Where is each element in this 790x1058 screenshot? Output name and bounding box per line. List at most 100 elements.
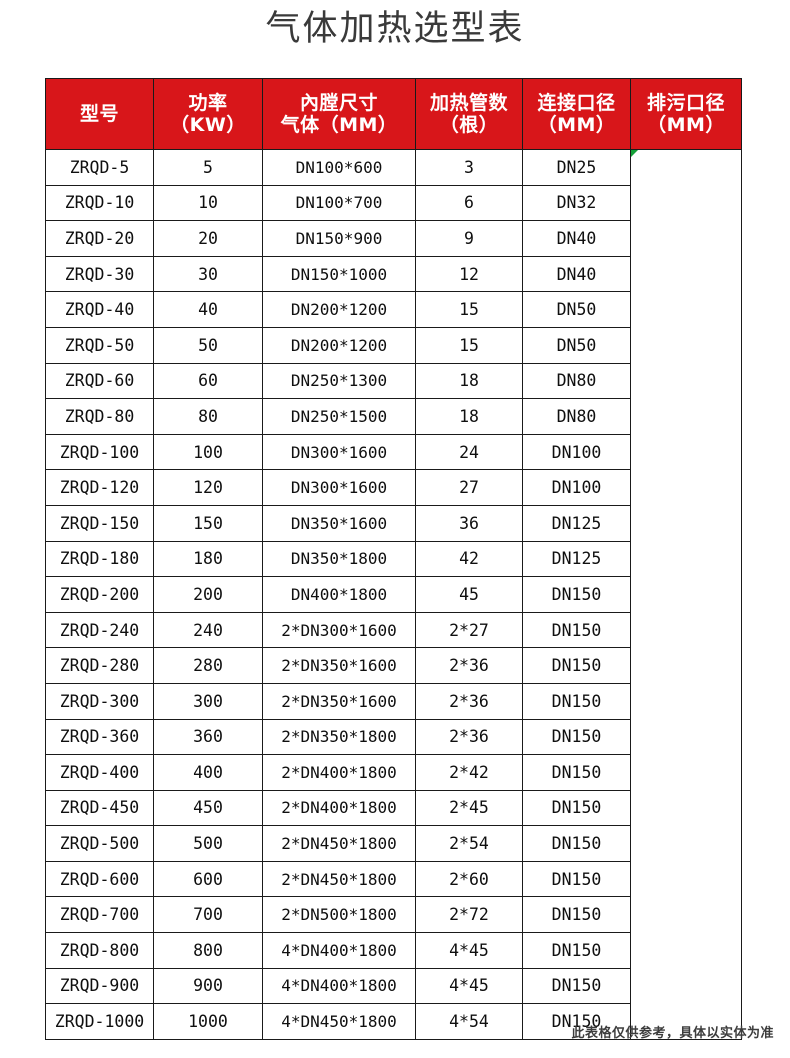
cell-cavity: DN350*1600 [262,504,416,542]
cell-connect: DN40 [522,220,631,257]
cell-tubes: 4*45 [415,932,523,969]
cell-power: 400 [153,754,263,791]
spec-table-container: 型号 功率 （KW） 內膛尺寸 气体（MM） 加热管数 （根） 连接口径 （MM… [45,78,742,1040]
table-row: ZRQD-20 20 DN150*900 9 DN40 [45,220,742,257]
cell-connect: DN150 [522,825,631,862]
table-row: ZRQD-50 50 DN200*1200 15 DN50 [45,326,742,364]
cell-cavity: 4*DN400*1800 [262,967,416,1005]
cell-model: ZRQD-500 [45,825,154,862]
cell-cavity: 2*DN350*1800 [262,718,416,756]
cell-connect: DN25 [522,149,631,186]
cell-connect: DN150 [522,754,631,791]
cell-cavity: DN250*1300 [262,362,416,400]
cell-connect: DN100 [522,433,631,471]
cell-power: 280 [153,647,263,684]
cell-tubes: 2*36 [415,647,523,684]
cell-model: ZRQD-450 [45,789,154,827]
cell-model: ZRQD-120 [45,469,154,506]
cell-tubes: 6 [415,184,523,222]
cell-power: 180 [153,540,263,578]
cell-tubes: 15 [415,291,523,328]
table-row: ZRQD-40 40 DN200*1200 15 DN50 [45,291,742,328]
cell-cavity: DN400*1800 [262,576,416,613]
cell-tubes: 4*54 [415,1003,523,1040]
table-row: ZRQD-100 100 DN300*1600 24 DN100 [45,433,742,471]
column-header-power-line2: （KW） [170,114,246,136]
cell-power: 900 [153,967,263,1005]
cell-power: 360 [153,718,263,756]
cell-power: 800 [153,932,263,969]
cell-connect: DN32 [522,184,631,222]
table-row: ZRQD-800 800 4*DN400*1800 4*45 DN150 [45,932,742,969]
cell-cavity: DN300*1600 [262,469,416,506]
table-row: ZRQD-1000 1000 4*DN450*1800 4*54 DN150 [45,1003,742,1040]
cell-connect: DN50 [522,291,631,328]
column-header-model-line1: 型号 [79,102,119,125]
cell-tubes: 12 [415,255,523,293]
cell-tubes: 24 [415,433,523,471]
cell-power: 5 [153,149,263,186]
cell-cavity: 2*DN450*1800 [262,825,416,862]
cell-model: ZRQD-1000 [45,1003,154,1040]
cell-tubes: 3 [415,149,523,186]
cell-connect: DN150 [522,576,631,613]
table-row: ZRQD-10 10 DN100*700 6 DN32 [45,184,742,222]
cell-connect: DN40 [522,255,631,293]
cell-connect: DN150 [522,932,631,969]
cell-cavity: 2*DN500*1800 [262,896,416,934]
table-row: ZRQD-400 400 2*DN400*1800 2*42 DN150 [45,754,742,791]
table-header: 型号 功率 （KW） 內膛尺寸 气体（MM） 加热管数 （根） 连接口径 （MM… [45,78,742,150]
column-header-model: 型号 [45,78,154,150]
table-row: ZRQD-200 200 DN400*1800 45 DN150 [45,576,742,613]
cell-tubes: 27 [415,469,523,506]
cell-power: 450 [153,789,263,827]
column-header-power: 功率 （KW） [153,78,263,150]
cell-cavity: DN150*900 [262,220,416,257]
table-row: ZRQD-60 60 DN250*1300 18 DN80 [45,362,742,400]
cell-cavity: 2*DN400*1800 [262,789,416,827]
page-title: 气体加热选型表 [265,9,525,49]
column-header-tube-count-line2: （根） [439,114,499,136]
cell-power: 50 [153,326,263,364]
cell-cavity: 2*DN450*1800 [262,860,416,898]
cell-power: 30 [153,255,263,293]
cell-connect: DN150 [522,682,631,720]
cell-connect: DN80 [522,362,631,400]
cell-tubes: 18 [415,398,523,435]
cell-power: 600 [153,860,263,898]
cell-cavity: DN150*1000 [262,255,416,293]
cell-model: ZRQD-180 [45,540,154,578]
table-row: ZRQD-120 120 DN300*1600 27 DN100 [45,469,742,506]
cell-tubes: 4*45 [415,967,523,1005]
cell-tubes: 2*36 [415,682,523,720]
column-header-cavity-size-line2: 气体（MM） [280,114,398,136]
column-header-power-line1: 功率 [188,91,228,114]
cell-connect: DN150 [522,789,631,827]
cell-power: 20 [153,220,263,257]
cell-tubes: 9 [415,220,523,257]
cell-cavity: 4*DN400*1800 [262,932,416,969]
cell-cavity: DN100*700 [262,184,416,222]
cell-cavity: 2*DN300*1600 [262,611,416,649]
cell-cavity: DN250*1500 [262,398,416,435]
cell-connect: DN125 [522,540,631,578]
column-header-drain-diameter: 排污口径 （MM） [630,78,742,150]
cell-tubes: 2*36 [415,718,523,756]
cell-cavity: 4*DN450*1800 [262,1003,416,1040]
cell-drain-merged [630,149,742,1040]
cell-cavity: DN300*1600 [262,433,416,471]
cell-connect: DN150 [522,1003,631,1040]
cell-cavity: DN100*600 [262,149,416,186]
cell-model: ZRQD-60 [45,362,154,400]
cell-model: ZRQD-700 [45,896,154,934]
cell-power: 300 [153,682,263,720]
cell-power: 500 [153,825,263,862]
cell-connect: DN150 [522,860,631,898]
cell-connect: DN150 [522,718,631,756]
comment-flag-icon [631,150,638,157]
footer-disclaimer: 此表格仅供参考，具体以实体为准 [571,1026,774,1041]
cell-cavity: DN350*1800 [262,540,416,578]
cell-model: ZRQD-800 [45,932,154,969]
cell-connect: DN80 [522,398,631,435]
table-row: ZRQD-5 5 DN100*600 3 DN25 [45,149,742,1040]
